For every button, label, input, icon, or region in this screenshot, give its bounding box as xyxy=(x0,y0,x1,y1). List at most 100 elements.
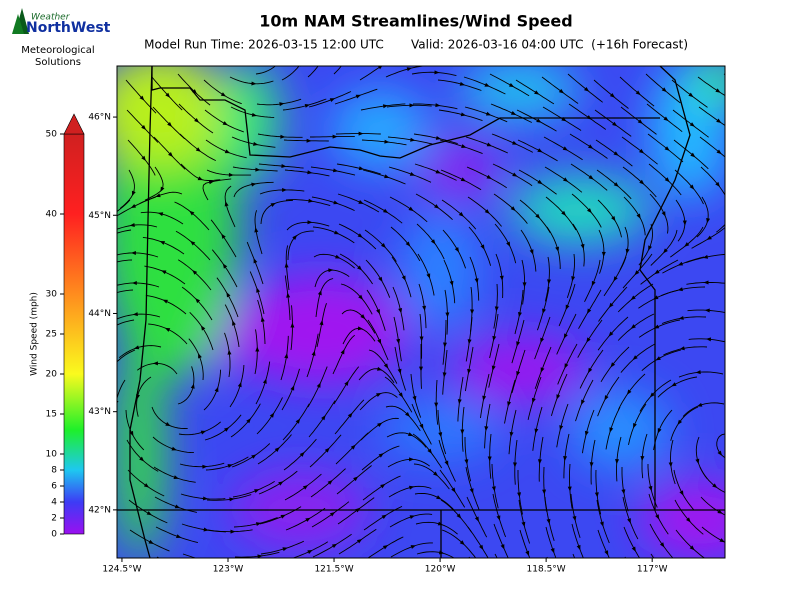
streamline xyxy=(464,437,472,482)
streamline xyxy=(595,139,633,167)
streamline xyxy=(177,366,195,405)
streamline-arrow xyxy=(717,509,723,514)
streamline xyxy=(442,229,467,269)
streamline-arrow xyxy=(460,429,465,435)
streamline xyxy=(417,253,435,296)
streamline xyxy=(650,229,678,266)
streamline xyxy=(413,463,450,490)
streamline-arrow xyxy=(474,516,479,522)
streamline xyxy=(340,283,373,315)
streamline-arrow xyxy=(129,223,135,228)
streamline-arrow xyxy=(202,496,209,501)
streamline xyxy=(572,553,576,558)
streamline xyxy=(309,434,342,468)
streamline xyxy=(391,256,412,298)
logo: Weather NorthWest Meteorological Solutio… xyxy=(12,8,111,68)
streamline-arrow xyxy=(697,402,703,407)
streamline-arrow xyxy=(251,182,257,187)
streamline-arrow xyxy=(542,489,547,495)
logo-line1: Meteorological xyxy=(21,45,94,56)
streamline-arrow xyxy=(657,428,662,434)
streamline-arrow xyxy=(608,302,614,308)
streamline xyxy=(284,473,322,501)
streamline xyxy=(390,226,421,262)
streamline-arrow xyxy=(405,411,411,417)
streamline-arrow xyxy=(444,460,449,466)
streamline xyxy=(674,169,704,205)
streamline xyxy=(145,295,187,315)
streamline xyxy=(415,193,453,221)
streamline-arrow xyxy=(640,455,645,462)
streamline xyxy=(491,463,499,509)
streamline xyxy=(258,470,298,495)
streamline-arrow xyxy=(307,550,313,554)
streamline xyxy=(556,313,577,355)
streamline xyxy=(544,256,550,302)
streamline-arrow xyxy=(305,517,311,522)
streamline-arrow xyxy=(484,82,490,87)
streamline xyxy=(716,223,725,233)
streamline-arrow xyxy=(157,212,164,217)
streamline-arrow xyxy=(200,325,206,331)
streamline-arrow xyxy=(689,184,695,190)
streamline-arrow xyxy=(546,518,551,525)
streamline-arrow xyxy=(255,167,261,172)
streamline-arrow xyxy=(486,142,493,147)
streamline-arrow xyxy=(469,488,474,494)
streamline xyxy=(493,283,498,329)
streamline-arrow xyxy=(284,353,289,359)
streamline xyxy=(179,462,225,468)
streamline-arrow xyxy=(246,418,251,424)
streamline-arrow xyxy=(332,134,338,139)
map-frame xyxy=(116,65,726,559)
streamline xyxy=(126,439,159,472)
streamline xyxy=(387,458,430,468)
streamline xyxy=(716,433,725,459)
streamline-arrow xyxy=(608,579,614,585)
streamline xyxy=(442,349,448,395)
streamline xyxy=(701,526,725,543)
streamline xyxy=(464,106,508,123)
streamline-arrow xyxy=(625,248,630,255)
streamline xyxy=(435,379,439,425)
streamline xyxy=(463,76,506,95)
streamline xyxy=(437,409,447,455)
streamline xyxy=(599,560,621,599)
streamline xyxy=(285,199,331,207)
streamline xyxy=(597,529,610,558)
streamline xyxy=(674,499,704,535)
streamline xyxy=(723,73,725,76)
streamline-arrow xyxy=(335,254,341,259)
streamline xyxy=(545,196,577,231)
streamline xyxy=(413,103,458,110)
streamline xyxy=(229,76,274,85)
streamline-arrow xyxy=(270,202,276,207)
streamline xyxy=(254,329,258,375)
streamline xyxy=(154,496,197,513)
streamline xyxy=(596,499,610,544)
streamline xyxy=(439,469,466,508)
streamline-arrow xyxy=(378,453,384,458)
streamline xyxy=(440,499,472,533)
streamline-arrow xyxy=(319,319,324,326)
streamline xyxy=(648,163,682,196)
streamline xyxy=(117,282,160,288)
streamline-arrow xyxy=(485,111,492,116)
streamline xyxy=(416,223,445,260)
streamline-arrow xyxy=(304,103,311,108)
streamline xyxy=(600,346,630,383)
streamline xyxy=(314,269,350,288)
streamline xyxy=(386,104,432,108)
streamline xyxy=(285,507,326,531)
streamline xyxy=(493,523,509,558)
streamline xyxy=(511,349,526,394)
streamline-arrow xyxy=(177,564,183,570)
streamline xyxy=(493,193,528,224)
streamline-arrow xyxy=(604,395,609,401)
streamline-arrow xyxy=(381,514,387,520)
streamline-arrow xyxy=(224,201,229,207)
streamline-arrow xyxy=(494,306,499,312)
streamline-arrow xyxy=(611,215,616,222)
streamline-arrow xyxy=(540,337,545,343)
streamline xyxy=(175,230,211,261)
